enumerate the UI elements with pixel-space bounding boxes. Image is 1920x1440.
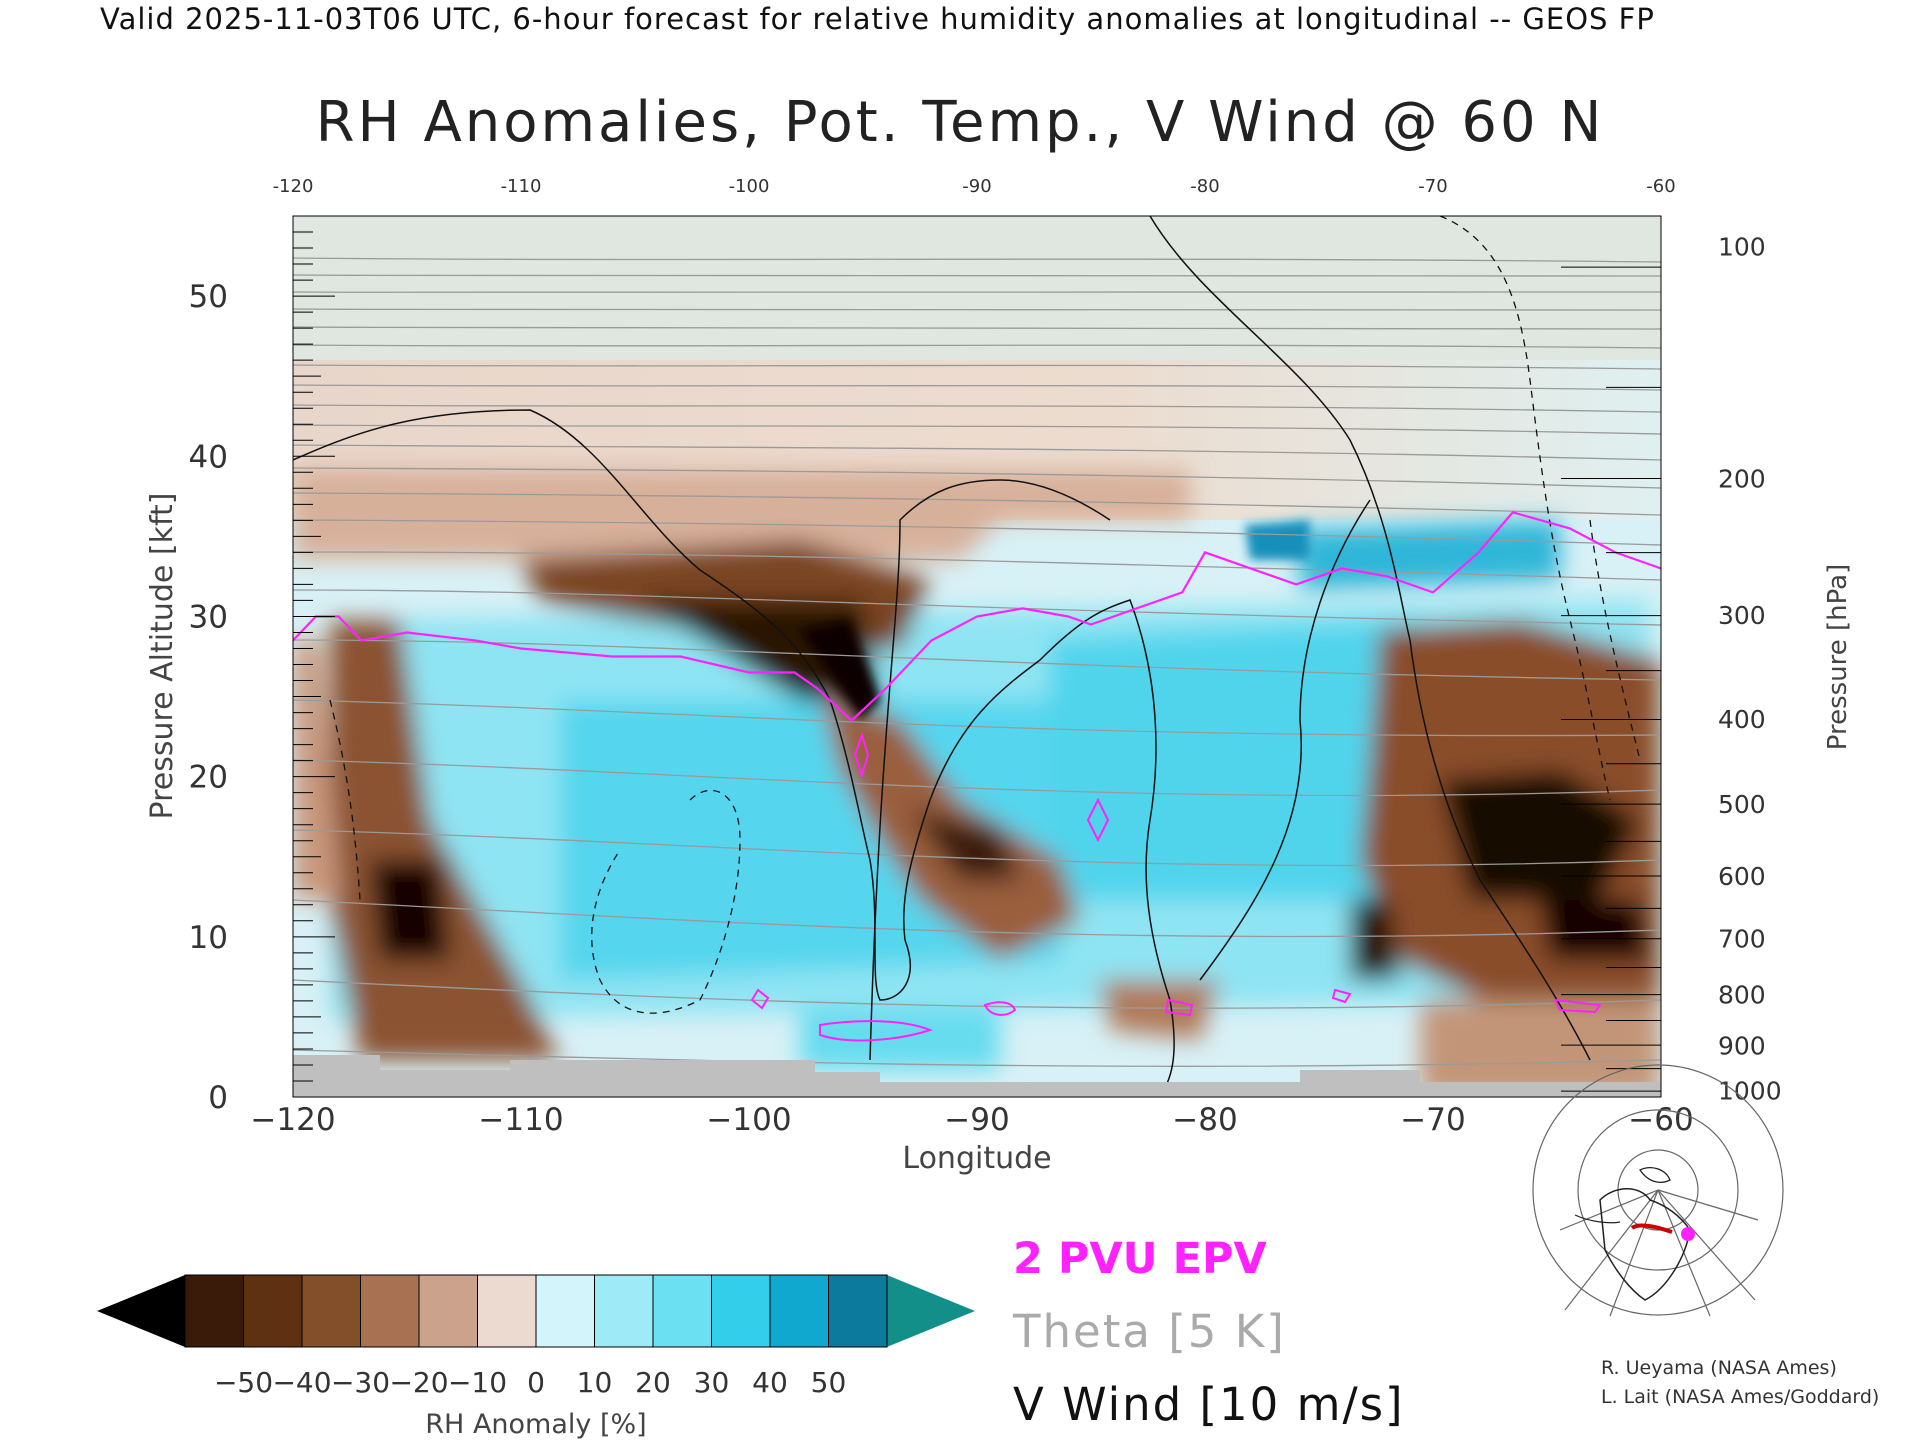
colorbar: −50 −40 −30 −20 −10 0 10 20 30 40 50 RH Anomaly [%… [97, 1274, 975, 1440]
cross-section-path [1630, 1223, 1673, 1234]
colorbar-box [418, 1274, 478, 1348]
colorbar-tick-labels: −50 −40 −30 −20 −10 0 10 20 30 40 50 [214, 1366, 846, 1399]
top-tick-label: -100 [729, 176, 770, 197]
credit-line-2: L. Lait (NASA Ames/Goddard) [1601, 1386, 1879, 1408]
location-marker [1681, 1227, 1695, 1241]
y-tick-label: 0 [208, 1080, 228, 1116]
colorbar-tick-label: 20 [635, 1366, 671, 1399]
x-tick-label: −90 [944, 1102, 1009, 1138]
right-pressure-ticks [1561, 266, 1661, 1092]
colorbar-box [184, 1274, 244, 1348]
y-axis-title: Pressure Altitude [kft] [145, 493, 180, 820]
colorbar-box [711, 1274, 771, 1348]
colorbar-tick-label: −50 [214, 1366, 273, 1399]
colorbar-boxes [184, 1274, 888, 1348]
left-minor-ticks [293, 215, 335, 1098]
pressure-tick-label: 400 [1718, 705, 1766, 734]
top-tick-label: -60 [1646, 176, 1675, 197]
colorbar-tick-label: 0 [527, 1366, 545, 1399]
y-tick-label: 40 [189, 439, 228, 475]
colorbar-tick-label: 10 [577, 1366, 613, 1399]
colorbar-tick-label: −10 [448, 1366, 507, 1399]
x-axis-title: Longitude [902, 1141, 1051, 1176]
pressure-tick-label: 900 [1718, 1032, 1766, 1061]
negative-v-wind-contours [329, 216, 1641, 1014]
top-axis-tick-labels: -120 -110 -100 -90 -80 -70 -60 [273, 176, 1676, 197]
pressure-tick-label: 200 [1718, 465, 1766, 494]
colorbar-under-arrow [97, 1275, 185, 1347]
colorbar-box [360, 1274, 420, 1348]
colorbar-box [301, 1274, 361, 1348]
pressure-tick-label: 800 [1718, 980, 1766, 1009]
y-tick-label: 50 [189, 279, 228, 315]
x-tick-label: −120 [250, 1102, 335, 1138]
locator-map [1532, 1064, 1784, 1317]
epv-small-contours [750, 731, 1602, 1042]
legend-epv: 2 PVU EPV [1013, 1234, 1267, 1284]
top-tick-label: -80 [1190, 176, 1219, 197]
top-tick-label: -110 [501, 176, 542, 197]
colorbar-box [535, 1274, 595, 1348]
legend-theta: Theta [5 K] [1012, 1305, 1286, 1358]
pressure-axis-title: Pressure [hPa] [1823, 564, 1853, 751]
pressure-tick-label: 500 [1718, 790, 1766, 819]
top-tick-label: -70 [1418, 176, 1447, 197]
chart-title: RH Anomalies, Pot. Temp., V Wind @ 60 N [315, 90, 1605, 155]
colorbar-tick-label: −20 [389, 1366, 448, 1399]
y-axis-tick-labels: 0 10 20 30 40 50 [189, 279, 228, 1116]
colorbar-box [828, 1274, 888, 1348]
pressure-tick-label: 100 [1718, 232, 1766, 261]
colorbar-box [652, 1274, 712, 1348]
colorbar-tick-label: −40 [272, 1366, 331, 1399]
forecast-valid-line: Valid 2025-11-03T06 UTC, 6-hour forecast… [100, 2, 1655, 36]
plot-frame [292, 215, 1662, 1098]
colorbar-box [594, 1274, 654, 1348]
colorbar-tick-label: 30 [694, 1366, 730, 1399]
colorbar-box [477, 1274, 537, 1348]
y-tick-label: 10 [189, 920, 228, 956]
terrain-mask [293, 1055, 1661, 1097]
pressure-tick-label: 600 [1718, 862, 1766, 891]
colorbar-label: RH Anomaly [%] [425, 1409, 646, 1440]
pressure-axis-tick-labels: 100 200 300 400 500 600 700 800 900 1000 [1718, 232, 1782, 1105]
x-tick-label: −100 [706, 1102, 791, 1138]
x-tick-label: −70 [1400, 1102, 1465, 1138]
x-axis-tick-labels: −120 −110 −100 −90 −80 −70 −60 [250, 1102, 1693, 1138]
x-tick-label: −110 [478, 1102, 563, 1138]
pressure-tick-label: 700 [1718, 924, 1766, 953]
colorbar-box [769, 1274, 829, 1348]
colorbar-tick-label: −30 [331, 1366, 390, 1399]
x-tick-label: −60 [1628, 1102, 1693, 1138]
colorbar-tick-label: 40 [752, 1366, 788, 1399]
legend: 2 PVU EPV Theta [5 K] V Wind [10 m/s] [1012, 1234, 1405, 1431]
colorbar-box [243, 1274, 303, 1348]
y-tick-label: 20 [189, 760, 228, 796]
y-tick-label: 30 [189, 599, 228, 635]
epv-2pvu-line [293, 511, 1661, 723]
pressure-tick-label: 300 [1718, 601, 1766, 630]
legend-vwind: V Wind [10 m/s] [1013, 1378, 1405, 1431]
colorbar-over-arrow [887, 1275, 975, 1347]
pressure-tick-label: 1000 [1718, 1077, 1782, 1106]
x-tick-label: −80 [1172, 1102, 1237, 1138]
top-tick-label: -120 [273, 176, 314, 197]
top-tick-label: -90 [962, 176, 991, 197]
colorbar-tick-label: 50 [811, 1366, 847, 1399]
v-wind-contours [293, 216, 1591, 1097]
credit-line-1: R. Ueyama (NASA Ames) [1601, 1357, 1837, 1379]
rh-anomaly-field [293, 216, 1661, 1097]
